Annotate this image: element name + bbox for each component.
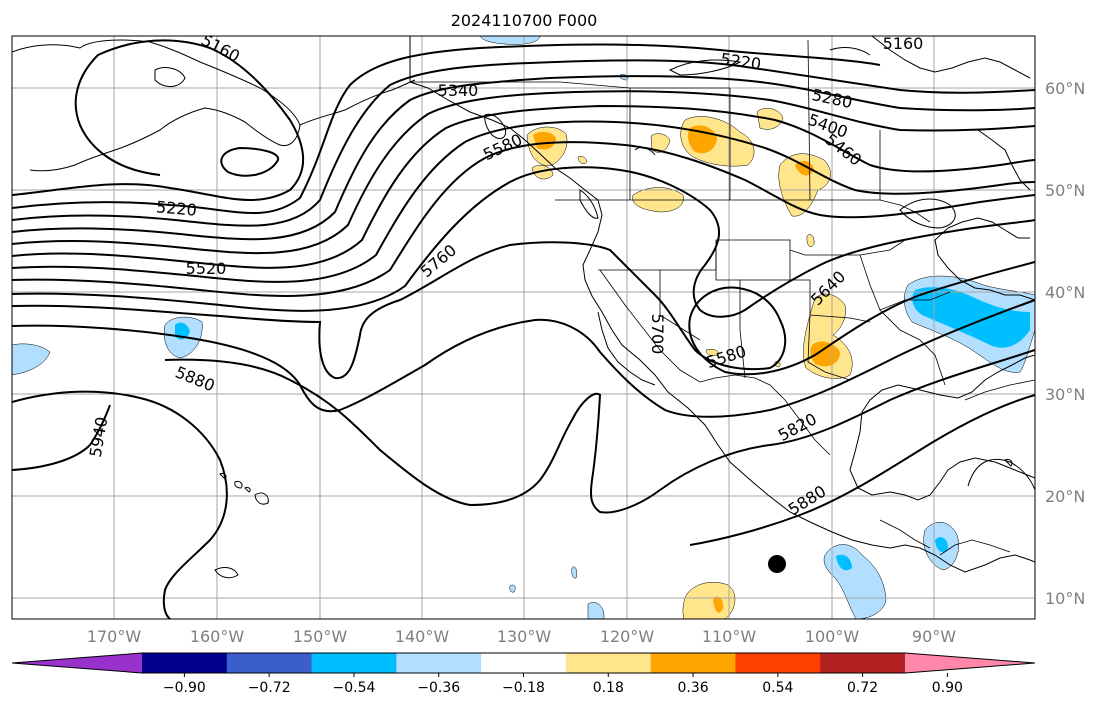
colorbar-tick-label: 0.36 <box>677 680 708 696</box>
lon-label: 120°W <box>600 627 655 646</box>
colorbar-tick-label: 0.90 <box>932 680 963 696</box>
colorbar-segment <box>142 653 228 673</box>
colorbar-extend-high <box>905 653 1035 673</box>
colorbar-segment <box>226 653 313 673</box>
colorbar-segment <box>650 653 736 673</box>
colorbar-segment <box>396 653 482 673</box>
lat-label: 20°N <box>1045 487 1085 506</box>
lon-label: 150°W <box>293 627 348 646</box>
lat-label: 60°N <box>1045 79 1085 98</box>
lat-label: 30°N <box>1045 385 1085 404</box>
colorbar-outline <box>11 652 1036 674</box>
height-contours <box>12 39 1035 619</box>
colorbar-segment <box>481 653 567 673</box>
lon-label: 140°W <box>395 627 450 646</box>
colorbar: −0.90 −0.72 −0.54 −0.36 −0.18 0.18 0.36 0.54 0.7… <box>11 652 1036 696</box>
colorbar-tick-label: −0.72 <box>248 680 291 696</box>
lon-label: 130°W <box>497 627 552 646</box>
colorbar-tick-label: 0.54 <box>762 680 793 696</box>
contour-label-5520: 5520 <box>186 259 227 278</box>
colorbar-segment <box>565 653 652 673</box>
colorbar-tick-label: 0.72 <box>847 680 878 696</box>
coastlines <box>12 36 1035 579</box>
colorbar-segment <box>820 653 906 673</box>
lon-label: 100°W <box>805 627 860 646</box>
lon-label: 110°W <box>702 627 757 646</box>
colorbar-tick-label: −0.36 <box>417 680 460 696</box>
figure-title: 2024110700 F000 <box>451 11 598 30</box>
contour-label-5160-east: 5160 <box>883 34 924 53</box>
colorbar-extend-low <box>12 653 142 673</box>
latitude-labels: 60°N 50°N 40°N 30°N 20°N 10°N <box>1045 79 1085 608</box>
contour-label-5340: 5340 <box>438 81 479 100</box>
colorbar-tick-label: 0.18 <box>593 680 624 696</box>
lat-label: 10°N <box>1045 589 1085 608</box>
map-frame <box>11 35 1036 620</box>
lat-label: 40°N <box>1045 283 1085 302</box>
colorbar-tick-label: −0.18 <box>502 680 545 696</box>
lat-lon-gridlines <box>12 36 1035 619</box>
lon-label: 160°W <box>190 627 245 646</box>
lat-label: 50°N <box>1045 181 1085 200</box>
longitude-labels: 170°W 160°W 150°W 140°W 130°W 120°W 110°… <box>87 627 956 646</box>
contour-label-5220-west: 5220 <box>155 197 197 219</box>
shaded-anomaly-fields <box>12 36 1035 619</box>
contour-label-5700: 5700 <box>648 314 667 355</box>
colorbar-segment <box>735 653 821 673</box>
black-dot-marker <box>768 555 786 573</box>
colorbar-tick-label: −0.90 <box>163 680 206 696</box>
lon-label: 90°W <box>912 627 956 646</box>
colorbar-tick-label: −0.54 <box>332 680 375 696</box>
colorbar-segment <box>311 653 397 673</box>
lon-label: 170°W <box>87 627 142 646</box>
political-borders <box>410 39 1035 556</box>
